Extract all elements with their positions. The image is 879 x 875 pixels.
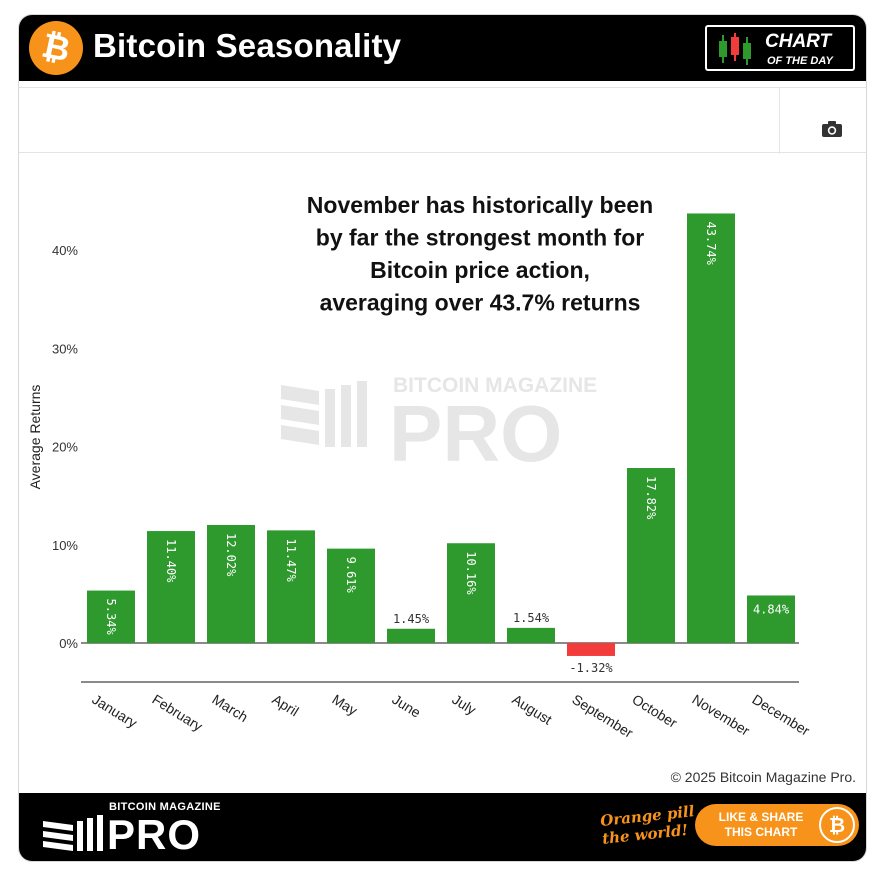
- share-button-label: LIKE & SHARE THIS CHART: [709, 810, 813, 840]
- bitcoin-coin-icon: ₿: [819, 807, 855, 843]
- bitcoin-logo-icon: ₿: [23, 15, 89, 81]
- bar-value-label: 11.47%: [284, 538, 298, 582]
- bar-november: [687, 213, 735, 643]
- bar-april: [267, 530, 315, 643]
- y-tick-label: 0%: [59, 636, 78, 651]
- toolbar-divider: [779, 88, 780, 154]
- bar-july: [447, 543, 495, 643]
- y-tick-label: 40%: [52, 243, 78, 258]
- bar-august: [507, 627, 555, 643]
- watermark-stripes-icon: [281, 381, 367, 447]
- bar-october: [627, 468, 675, 643]
- bar-value-label: 4.84%: [753, 602, 790, 616]
- chart-annotation: November has historically been by far the…: [307, 192, 653, 316]
- x-tick-label: November: [689, 691, 753, 739]
- footer-bar: BITCOIN MAGAZINE PRO Orange pill the wor…: [19, 793, 866, 861]
- bar-value-label: 1.45%: [393, 612, 430, 626]
- x-tick-label: April: [269, 691, 301, 719]
- bar-value-label: -1.32%: [569, 661, 613, 675]
- bar-chart: BITCOIN MAGAZINE PRO November has histor…: [27, 192, 813, 741]
- y-tick-label: 20%: [52, 440, 78, 455]
- bar-value-label: 12.02%: [224, 533, 238, 577]
- watermark-text-big: PRO: [389, 389, 562, 478]
- camera-icon[interactable]: [821, 120, 843, 138]
- x-tick-label: September: [569, 691, 636, 741]
- header-bar: ₿ Bitcoin Seasonality CHART OF THE DAY: [19, 15, 866, 81]
- bars: 5.34% 11.40% 12.02% 11.47% 9.61% 1.45% 10.16% 1…: [87, 213, 795, 675]
- candlestick-icon: [719, 33, 751, 65]
- footer-brand-small: BITCOIN MAGAZINE: [109, 801, 221, 813]
- bar-value-label: 10.16%: [464, 551, 478, 595]
- x-tick-label: October: [629, 691, 680, 731]
- share-line-1: LIKE & SHARE: [718, 810, 804, 824]
- bar-march: [207, 524, 255, 643]
- bar-september: [567, 643, 615, 656]
- annotation-text: November has historically been by far the…: [307, 192, 653, 316]
- bar-may: [327, 548, 375, 643]
- bar-june: [387, 628, 435, 643]
- x-tick-label: March: [209, 691, 250, 725]
- copyright-text: © 2025 Bitcoin Magazine Pro.: [670, 769, 856, 785]
- pro-stripes-icon: [43, 815, 103, 851]
- x-tick-label: June: [389, 691, 423, 721]
- y-axis: 0% 10% 20% 30% 40% Average Returns: [27, 243, 799, 651]
- bar-january: [87, 590, 135, 643]
- like-share-button[interactable]: LIKE & SHARE THIS CHART ₿: [695, 804, 859, 846]
- bar-value-label: 5.34%: [104, 599, 118, 636]
- bar-value-label: 1.54%: [513, 611, 550, 625]
- bar-december: [747, 595, 795, 643]
- chart-card: ₿ Bitcoin Seasonality CHART OF THE DAY: [18, 14, 867, 862]
- bar-value-label: 43.74%: [704, 221, 718, 265]
- chart-toolbar: [19, 87, 866, 154]
- y-tick-label: 30%: [52, 341, 78, 356]
- footer-brand-big: PRO: [107, 811, 202, 858]
- badge-line-1: CHART: [765, 31, 832, 52]
- chart-of-the-day-badge: CHART OF THE DAY: [705, 25, 855, 71]
- y-tick-label: 10%: [52, 538, 78, 553]
- watermark: BITCOIN MAGAZINE PRO: [281, 374, 597, 478]
- x-tick-label: May: [329, 691, 360, 719]
- x-tick-label: August: [509, 691, 555, 728]
- x-tick-label: February: [149, 691, 205, 734]
- bar-value-label: 9.61%: [344, 557, 358, 594]
- bar-value-label: 17.82%: [644, 476, 658, 520]
- x-axis: January February March April May June July Augu…: [81, 681, 813, 741]
- page-title: Bitcoin Seasonality: [93, 27, 402, 64]
- watermark-text-small: BITCOIN MAGAZINE: [393, 374, 597, 397]
- footer-slogan: Orange pill the world!: [599, 802, 697, 848]
- x-tick-label: July: [449, 691, 479, 718]
- bar-february: [147, 531, 195, 643]
- x-tick-label: January: [89, 691, 140, 731]
- share-line-2: THIS CHART: [724, 825, 798, 839]
- y-axis-label: Average Returns: [27, 385, 43, 490]
- x-tick-label: December: [749, 691, 813, 739]
- bar-value-label: 11.40%: [164, 539, 178, 583]
- badge-line-2: OF THE DAY: [767, 55, 833, 67]
